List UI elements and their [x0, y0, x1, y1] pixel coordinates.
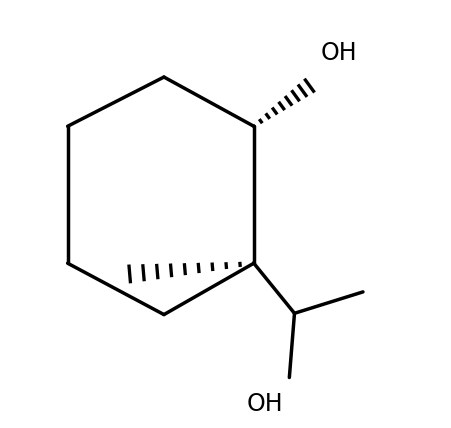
Text: OH: OH [246, 392, 282, 416]
Text: OH: OH [319, 42, 356, 65]
